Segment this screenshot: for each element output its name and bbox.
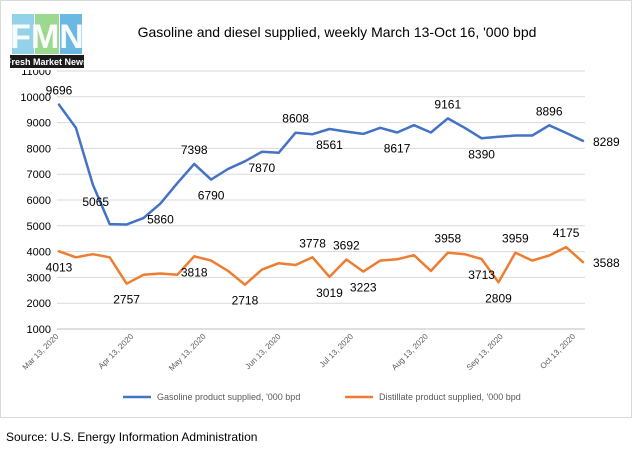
- x-tick-label: Jul 13, 2020: [318, 332, 356, 370]
- data-label: 3778: [299, 236, 326, 250]
- series-lines: [57, 103, 585, 286]
- data-label: 8561: [316, 138, 343, 152]
- y-tick-label: 3000: [27, 272, 51, 284]
- x-axis: Mar 13, 2020 Apr 13, 2020 May 13, 2020 Jun …: [21, 332, 578, 373]
- line-chart: Gasoline and diesel supplied, weekly Mar…: [20, 24, 620, 402]
- data-label: 6790: [198, 189, 225, 203]
- data-label: 2757: [113, 293, 140, 307]
- data-label: 9161: [434, 97, 461, 111]
- x-tick-label: Oct 13, 2020: [538, 332, 577, 371]
- data-label: 3959: [502, 232, 529, 246]
- legend-label: Gasoline product supplied, '000 bpd: [157, 392, 300, 402]
- data-label: 8390: [468, 147, 495, 161]
- data-label: 8896: [536, 104, 563, 118]
- y-tick-label: 5000: [27, 221, 51, 233]
- data-label: 4013: [46, 260, 73, 274]
- data-label: 3588: [593, 256, 620, 270]
- x-tick-label: Aug 13, 2020: [390, 332, 430, 372]
- data-label: 7870: [248, 161, 275, 175]
- data-label: 3223: [350, 281, 377, 295]
- data-label: 8608: [282, 112, 309, 126]
- data-label: 8617: [384, 141, 411, 155]
- chart-title: Gasoline and diesel supplied, weekly Mar…: [138, 24, 537, 40]
- data-label: 3713: [468, 268, 495, 282]
- y-tick-label: 6000: [27, 195, 51, 207]
- data-label: 3958: [434, 232, 461, 246]
- chart-frame: Gasoline and diesel supplied, weekly Mar…: [0, 0, 632, 418]
- source-note: Source: U.S. Energy Information Administ…: [6, 430, 258, 444]
- data-label: 7398: [181, 143, 208, 157]
- data-label: 2809: [485, 291, 512, 305]
- data-labels: 9696 5065 5860 7398 6790 7870 8608 8561 8617 9161…: [46, 84, 620, 308]
- x-tick-label: Sep 13, 2020: [465, 332, 505, 372]
- data-label: 3019: [316, 286, 343, 300]
- data-label: 5860: [147, 213, 174, 227]
- y-tick-label: 8000: [27, 143, 51, 155]
- gridlines: [57, 70, 585, 330]
- x-tick-label: Mar 13, 2020: [21, 332, 61, 372]
- y-tick-label: 9000: [27, 118, 51, 130]
- legend-label: Distillate product supplied, '000 bpd: [379, 392, 521, 402]
- y-tick-label: 1000: [27, 324, 51, 336]
- y-tick-label: 4000: [27, 247, 51, 259]
- x-tick-label: Apr 13, 2020: [97, 332, 136, 371]
- y-axis: 1000 2000 3000 4000 5000 6000 7000 8000 9000 1000…: [20, 66, 51, 336]
- logo-wordmark: Fresh Market News: [10, 57, 84, 67]
- fmn-logo: FMN Fresh Market News: [10, 10, 84, 70]
- data-label: 3818: [181, 265, 208, 279]
- x-tick-label: May 13, 2020: [167, 332, 208, 373]
- data-label: 4175: [553, 226, 580, 240]
- data-label: 3692: [333, 239, 360, 253]
- data-label: 9696: [46, 84, 73, 98]
- data-label: 8289: [593, 135, 620, 149]
- x-tick-label: Jun 13, 2020: [243, 332, 282, 371]
- gasoline-series-line: [57, 103, 585, 226]
- logo-mark: FMN: [10, 18, 84, 56]
- legend: Gasoline product supplied, '000 bpd Disti…: [123, 392, 521, 402]
- distillate-series-line: [57, 245, 585, 286]
- y-tick-label: 2000: [27, 298, 51, 310]
- data-label: 5065: [82, 195, 109, 209]
- y-tick-label: 10000: [20, 92, 51, 104]
- y-tick-label: 7000: [27, 169, 51, 181]
- data-label: 2718: [232, 294, 259, 308]
